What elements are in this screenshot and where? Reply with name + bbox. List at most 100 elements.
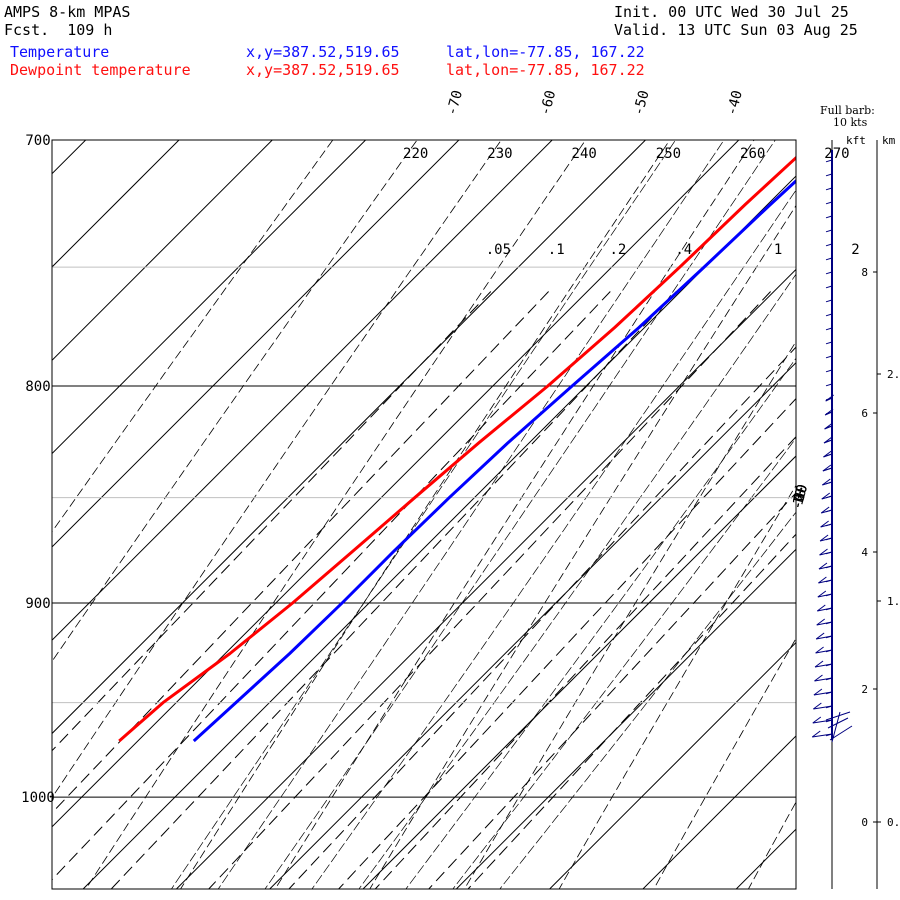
isotherm-line — [82, 175, 796, 889]
dry-adiabat-line — [52, 140, 418, 663]
temperature-tick-label: -30 — [789, 483, 811, 512]
wind-barb — [814, 677, 833, 682]
mixing-ratio-label: .1 — [548, 242, 565, 258]
dry-adiabat-label: 270 — [824, 146, 849, 162]
moist-adiabat-line — [358, 273, 796, 889]
kft-tick-label: 6 — [861, 407, 868, 420]
barb-legend-line1: Full barb: — [820, 104, 875, 117]
isobar-lines — [52, 139, 796, 798]
mixing-ratio-line — [428, 492, 796, 889]
background-reference-lines — [52, 140, 796, 889]
mixing-ratio-label: .2 — [609, 242, 626, 258]
wind-barb — [818, 576, 827, 584]
temperature-grid-xy: x,y=387.52,519.65 — [246, 43, 400, 61]
mixing-ratio-line — [110, 291, 677, 889]
wind-barb — [820, 506, 830, 514]
wind-barb — [816, 635, 833, 640]
wind-barb — [819, 534, 829, 542]
mixing-ratio-line — [337, 397, 796, 889]
wind-barb — [821, 509, 833, 514]
dry-adiabat-line — [653, 637, 796, 889]
isotherm-line — [642, 735, 796, 889]
isotherm-line — [52, 140, 740, 828]
wind-barb — [818, 579, 833, 584]
dry-adiabat-label: 230 — [487, 146, 512, 162]
wind-barb — [814, 663, 833, 668]
wind-barb — [817, 593, 833, 598]
mixing-ratio-label: .4 — [675, 242, 692, 258]
wind-barb — [813, 702, 822, 710]
wind-barb-column — [811, 140, 878, 889]
wind-barb — [817, 590, 827, 598]
dry-adiabat-line — [558, 484, 796, 889]
wind-barb — [819, 548, 828, 556]
kft-tick-label: 8 — [861, 266, 868, 279]
dry-adiabat-label: 250 — [656, 146, 681, 162]
moist-adiabat-line — [264, 140, 776, 889]
wind-barb — [822, 481, 833, 486]
wind-barb — [814, 660, 824, 668]
temperature-legend-label: Temperature — [10, 43, 110, 61]
km-axis-label: km — [882, 134, 896, 147]
wind-barb — [817, 607, 833, 612]
valid-time: Valid. 13 UTC Sun 03 Aug 25 — [614, 21, 858, 39]
moist-adiabat-line — [499, 511, 796, 889]
temperature-tick-label: 10 — [790, 487, 810, 507]
wind-barb — [815, 646, 824, 654]
mixing-ratio-line — [467, 533, 796, 889]
temperature-tick-label: -20 — [789, 483, 811, 512]
isotherm-line — [735, 828, 796, 889]
isotherm-line — [52, 140, 180, 268]
dry-adiabat-label: 220 — [403, 146, 428, 162]
wind-barb — [812, 716, 822, 724]
model-title: AMPS 8-km MPAS — [4, 3, 131, 21]
km-tick-label: 0. — [887, 816, 900, 829]
temperature-tick-label: -60 — [537, 89, 559, 118]
wind-barb — [811, 730, 821, 738]
wind-barb — [823, 450, 832, 458]
kft-tick-label: 2 — [861, 683, 868, 696]
dry-adiabat-label: 240 — [572, 146, 597, 162]
dry-adiabat-label: 260 — [740, 146, 765, 162]
plot-frame — [51, 139, 797, 890]
wind-barb — [818, 562, 828, 570]
wind-barb — [818, 565, 833, 570]
wind-barb — [816, 618, 826, 626]
wind-barb — [819, 551, 833, 556]
mixing-ratio-line — [288, 346, 796, 889]
init-time: Init. 00 UTC Wed 30 Jul 25 — [614, 3, 849, 21]
isotherm-line — [52, 140, 460, 548]
dry-adiabat-line — [369, 204, 796, 889]
barb-legend-line2: 10 kts — [833, 116, 868, 129]
isotherm-line — [455, 548, 796, 889]
isotherm-line — [52, 140, 87, 175]
wind-barb — [823, 436, 833, 444]
mixing-ratio-line — [52, 291, 549, 814]
mixing-ratio-line — [52, 291, 611, 881]
moist-adiabat-line — [217, 140, 725, 889]
dewpoint-legend-label: Dewpoint temperature — [10, 61, 191, 79]
kft-tick-label: 4 — [861, 546, 868, 559]
moist-adiabat-line — [311, 189, 796, 889]
wind-barb — [819, 537, 833, 542]
wind-barb — [816, 621, 833, 626]
dry-adiabat-line — [463, 340, 796, 889]
dry-adiabat-line — [180, 140, 671, 889]
mixing-ratio-label: .05 — [486, 242, 511, 258]
wind-barb — [821, 492, 831, 500]
temperature-tick-label: -10 — [789, 483, 811, 512]
isotherm-line — [52, 140, 367, 455]
temperature-latlon: lat,lon=-77.85, 167.22 — [446, 43, 645, 61]
wind-barb — [816, 604, 826, 612]
kft-axis-label: kft — [846, 134, 866, 147]
wind-barb — [825, 711, 853, 743]
isotherm-line — [52, 140, 274, 362]
isotherm-line — [52, 140, 647, 735]
pressure-tick-label: 700 — [25, 133, 50, 149]
wind-barb — [822, 467, 833, 472]
pressure-tick-label: 900 — [25, 596, 50, 612]
temperature-tick-label: -40 — [724, 89, 746, 118]
dry-adiabat-line — [747, 801, 796, 889]
wind-barb — [815, 632, 825, 640]
